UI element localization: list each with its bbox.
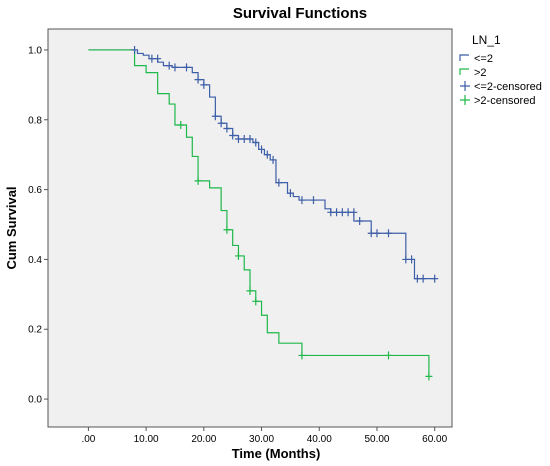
censor-mark-le2 — [309, 196, 317, 205]
legend-label: <=2 — [474, 53, 493, 65]
legend: LN_1 <=2 >2 <=2-censored >2-censored — [459, 33, 542, 107]
censor-layer — [131, 45, 439, 381]
censor-mark-gt2 — [223, 225, 231, 234]
y-tick-label: 0.4 — [28, 255, 42, 266]
censor-mark-gt2 — [425, 372, 433, 381]
legend-swatch-line — [459, 54, 469, 61]
x-tick-label: 50.00 — [364, 434, 389, 445]
legend-title: LN_1 — [472, 33, 501, 47]
censor-mark-le2 — [275, 178, 283, 187]
censor-mark-le2 — [165, 61, 173, 70]
x-tick-label: 10.00 — [134, 434, 159, 445]
censor-mark-le2 — [356, 217, 364, 226]
censor-mark-le2 — [246, 134, 254, 143]
censor-mark-le2 — [373, 229, 381, 238]
y-axis-title: Cum Survival — [4, 186, 19, 269]
censor-mark-le2 — [385, 229, 393, 238]
x-tick-label: 30.00 — [249, 434, 274, 445]
censor-mark-le2 — [194, 75, 202, 84]
censor-mark-le2 — [229, 131, 237, 140]
censor-mark-le2 — [154, 54, 162, 63]
censor-mark-le2 — [171, 63, 179, 72]
censor-mark-le2 — [419, 274, 427, 283]
legend-swatch-censor — [460, 81, 470, 91]
censor-mark-le2 — [217, 119, 225, 128]
plot-area — [47, 28, 453, 428]
censor-mark-le2 — [263, 150, 271, 159]
censor-mark-le2 — [252, 138, 260, 147]
x-tick-label: 20.00 — [191, 434, 216, 445]
censor-mark-le2 — [131, 45, 139, 54]
legend-swatch-censor — [460, 95, 470, 105]
x-tick-label: 40.00 — [307, 434, 332, 445]
censor-mark-le2 — [269, 155, 277, 164]
survival-curve-gt2 — [88, 49, 430, 377]
y-tick-label: 0.0 — [28, 395, 42, 406]
censor-mark-le2 — [431, 274, 439, 283]
censor-mark-gt2 — [298, 351, 306, 360]
y-tick-label: 0.6 — [28, 185, 42, 196]
censor-mark-le2 — [183, 63, 191, 72]
legend-swatch-line — [459, 68, 469, 75]
x-tick-label: .00 — [81, 434, 95, 445]
censor-mark-le2 — [298, 196, 306, 205]
x-axis-title: Time (Months) — [232, 446, 321, 461]
censor-mark-le2 — [258, 145, 266, 154]
censor-mark-gt2 — [246, 286, 254, 295]
legend-label: <=2-censored — [474, 81, 542, 93]
censor-mark-gt2 — [177, 121, 185, 130]
censor-mark-le2 — [286, 189, 294, 198]
legend-label: >2-censored — [474, 95, 535, 107]
censor-mark-le2 — [223, 124, 231, 133]
y-axis: 0.0 0.2 0.4 0.6 0.8 1.0 — [28, 45, 48, 406]
y-tick-label: 0.2 — [28, 325, 42, 336]
chart-title: Survival Functions — [233, 5, 367, 22]
censor-mark-le2 — [350, 208, 358, 217]
censor-mark-gt2 — [252, 297, 260, 306]
y-tick-label: 1.0 — [28, 45, 42, 56]
censor-mark-le2 — [211, 112, 219, 121]
censor-mark-gt2 — [234, 251, 242, 260]
y-tick-label: 0.8 — [28, 115, 42, 126]
legend-label: >2 — [474, 67, 487, 79]
censor-mark-gt2 — [385, 351, 393, 360]
censor-mark-le2 — [408, 255, 416, 264]
censor-mark-le2 — [200, 80, 208, 89]
x-axis: .00 10.00 20.00 30.00 40.00 50.00 60.00 — [81, 427, 448, 445]
censor-mark-gt2 — [194, 176, 202, 185]
x-tick-label: 60.00 — [422, 434, 447, 445]
